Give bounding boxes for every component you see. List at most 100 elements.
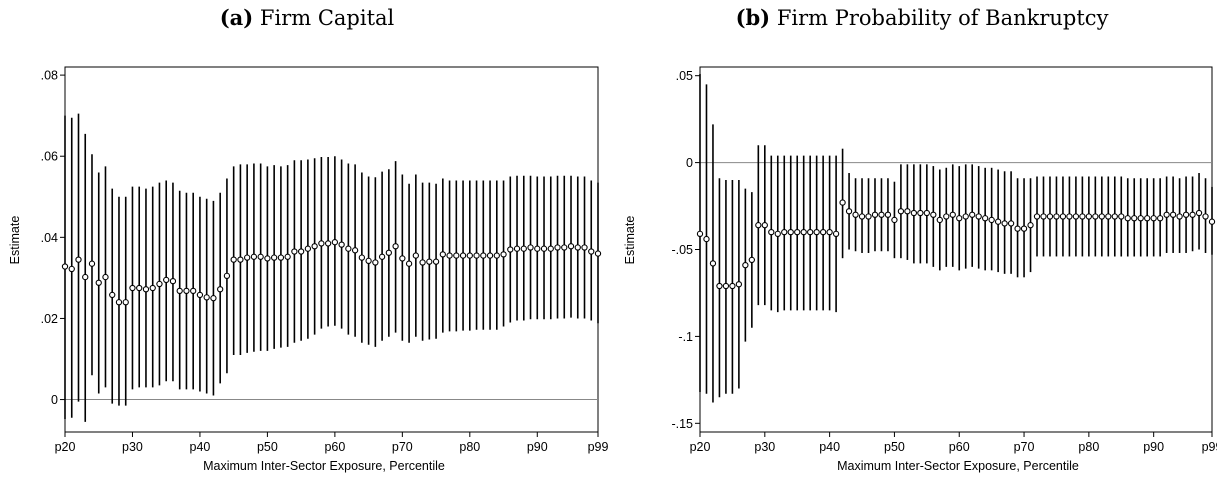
- panel-a-estimate-point: [534, 245, 541, 252]
- panel-a-estimate-point: [149, 284, 156, 292]
- panel-a-estimate-point: [196, 291, 204, 299]
- panel-a-estimate-point: [473, 252, 480, 259]
- panel-b-estimate-point: [1014, 225, 1021, 232]
- panel-b-x-tick-label: p40: [819, 440, 840, 454]
- panel-a-estimate-point: [392, 243, 399, 250]
- panel-b-plot-area: .05 0 -.05 -.1 -.15 p20 p30 p40 p50 p60 p70 p80 p90 p…: [671, 66, 1217, 454]
- panel-a-estimate-point: [297, 248, 305, 255]
- panel-a-estimate-point: [480, 252, 487, 259]
- panel-a-estimate-point: [588, 248, 595, 255]
- panel-a-estimate-point: [183, 287, 190, 295]
- panel-b-x-tick-label: p70: [1014, 440, 1035, 454]
- panel-a-x-tick-label: p99: [588, 440, 609, 454]
- panel-b-title-text: Firm Probability of Bankruptcy: [777, 6, 1109, 30]
- panel-b-estimate-point: [1137, 215, 1144, 222]
- panel-b-x-tick-label: p90: [1143, 440, 1164, 454]
- panel-b-estimate-point: [1001, 220, 1008, 227]
- panel-a-estimate-point: [109, 291, 116, 299]
- panel-a-estimate-point: [561, 244, 568, 251]
- panel-a: (a) Firm Capital Estimate Maximum Inter-…: [8, 5, 608, 473]
- panel-a-estimate-point: [351, 247, 359, 254]
- panel-a-x-tick-label: p20: [55, 440, 76, 454]
- panel-a-y-tick-label: .06: [41, 150, 58, 164]
- panel-a-y-tick-label: .04: [41, 231, 58, 245]
- panel-a-estimate-point: [324, 240, 332, 247]
- panel-a-ylabel: Estimate: [8, 216, 22, 265]
- panel-a-x-tick-label: p70: [392, 440, 413, 454]
- panel-b-estimate-point: [794, 228, 801, 236]
- panel-a-estimate-point: [405, 260, 413, 267]
- panel-b-ylabel: Estimate: [623, 216, 637, 265]
- panel-b-estimate-point: [884, 211, 892, 218]
- panel-a-y-tick-label: 0: [51, 393, 58, 407]
- panel-a-x-tick-label: p80: [459, 440, 480, 454]
- panel-b-estimate-point: [1169, 211, 1177, 218]
- panel-b-estimate-point: [956, 215, 963, 222]
- panel-a-estimate-point: [122, 299, 129, 306]
- panel-b-estimate-point: [949, 211, 956, 218]
- panel-a-estimate-point: [82, 273, 89, 281]
- panel-b-estimate-point: [755, 222, 762, 229]
- panel-b-estimate-point: [716, 282, 723, 290]
- panel-b-estimate-point: [774, 230, 781, 238]
- panel-b-estimate-point: [845, 208, 853, 215]
- panel-b-estimate-point: [865, 213, 872, 220]
- panel-b-y-tick-label: .05: [676, 69, 693, 83]
- panel-b-estimate-point: [1092, 213, 1099, 220]
- panel-b-title-spacer: [770, 6, 777, 30]
- panel-b-estimate-point: [1027, 222, 1034, 229]
- panel-a-title-prefix: (a): [220, 5, 253, 30]
- panel-b-estimate-point: [1118, 213, 1125, 220]
- panel-a-estimate-point: [419, 259, 426, 266]
- panel-a-estimate-point: [304, 245, 312, 252]
- panel-b-estimate-point: [982, 215, 989, 222]
- panel-a-estimate-point: [385, 249, 392, 256]
- panel-a-estimate-point: [507, 246, 514, 253]
- panel-b-x-tick-label: p50: [884, 440, 905, 454]
- panel-a-plot-area: 0 .02 .04 .06 .08 p20 p30 p40 p50 p60 p70 p80 p90 p99: [41, 66, 609, 454]
- panel-a-estimate-point: [399, 255, 406, 262]
- panel-a-estimate-point: [271, 254, 278, 261]
- panel-b-estimate-point: [1195, 209, 1203, 217]
- panel-a-estimate-point: [102, 273, 109, 281]
- panel-b-estimate-point: [1150, 215, 1157, 222]
- panel-b-estimate-point: [1176, 213, 1183, 220]
- panel-b-estimate-point: [994, 218, 1002, 225]
- panel-b-estimate-point: [1066, 213, 1073, 220]
- panel-a-estimate-point: [439, 251, 446, 258]
- panel-a-estimate-point: [223, 272, 231, 280]
- panel-a-estimate-point: [486, 252, 494, 259]
- panel-b-estimate-point: [1163, 211, 1170, 218]
- panel-b-y-tick-label: -.15: [671, 417, 693, 431]
- panel-a-estimate-point: [75, 256, 82, 263]
- panel-a-estimate-point: [567, 243, 575, 250]
- panel-a-estimate-point: [500, 251, 507, 258]
- panel-a-estimate-point: [331, 239, 339, 246]
- panel-b-estimate-point: [1059, 213, 1067, 220]
- panel-a-estimate-point: [250, 253, 258, 260]
- panel-b-estimate-point: [930, 211, 937, 218]
- panel-a-estimate-point: [426, 258, 433, 265]
- panel-b-plot-frame: [699, 66, 1213, 433]
- panel-b-estimate-point: [858, 213, 866, 220]
- panel-a-estimate-point: [594, 250, 602, 257]
- panel-a-estimate-point: [244, 254, 251, 261]
- panel-b-estimate-point: [800, 228, 807, 236]
- panel-a-estimate-point: [277, 254, 285, 261]
- panel-b-estimate-point: [768, 228, 775, 236]
- panel-a-estimate-point: [115, 299, 123, 306]
- panel-a-estimate-point: [453, 252, 460, 259]
- panel-b-estimate-point: [709, 260, 717, 267]
- panel-b-estimate-point: [1208, 218, 1216, 225]
- panel-b-y-tick-label: -.1: [678, 330, 693, 344]
- panel-b-xlabel: Maximum Inter-Sector Exposure, Percentil…: [837, 459, 1079, 473]
- panel-a-estimate-point: [318, 240, 325, 247]
- panel-a-xlabel: Maximum Inter-Sector Exposure, Percentil…: [203, 459, 445, 473]
- panel-b-estimate-point: [904, 208, 911, 215]
- panel-a-estimate-point: [163, 276, 170, 284]
- panel-b-estimate-point: [943, 213, 950, 220]
- panel-b-estimate-point: [729, 282, 736, 290]
- panel-a-estimate-point: [237, 256, 244, 263]
- panel-a-x-tick-label: p30: [122, 440, 143, 454]
- panel-b-estimate-point: [1157, 215, 1164, 222]
